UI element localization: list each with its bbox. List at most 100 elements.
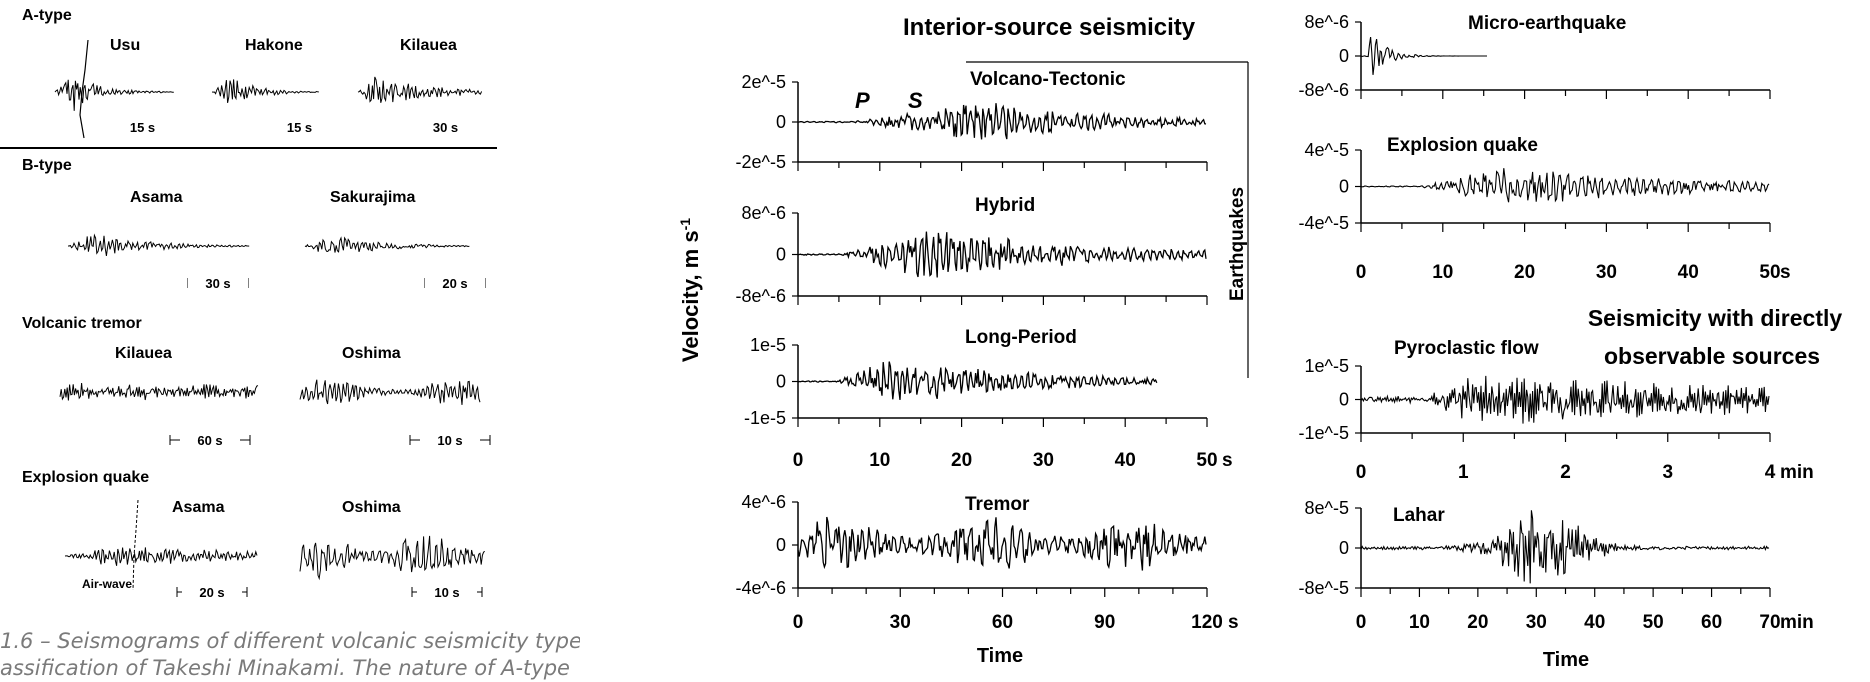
x-tick-label: 30 — [1033, 450, 1054, 471]
x-tick-label: 30 — [1596, 262, 1617, 283]
y-tick-label: -4e^-5 — [1299, 213, 1349, 233]
x-tick-label: 30 — [890, 612, 911, 633]
x-tick-label: 50 — [1759, 262, 1780, 283]
seismogram-trace — [797, 516, 1207, 571]
seismogram-trace — [797, 361, 1158, 400]
panel-name: Long-Period — [965, 327, 1077, 348]
tremor-panel: 4e^-6 0 -4e^-6 Tremor 0 30 60 90 120 s Time — [736, 492, 1239, 667]
y-tick-label: 0 — [776, 112, 786, 132]
x-tick-label: 10 — [869, 450, 890, 471]
station-name: Kilauea — [115, 345, 172, 362]
y-tick-label: 0 — [1339, 177, 1349, 197]
micro-earthquake-panel: 8e^-6 0 -8e^-6 Micro-earthquake — [1299, 12, 1771, 100]
x-tick-label: 20 — [951, 450, 972, 471]
x-tick-label: 10 — [1432, 262, 1453, 283]
panel-name: Tremor — [965, 494, 1030, 515]
x-tick-label: 3 — [1662, 462, 1673, 483]
station-name: Asama — [130, 189, 183, 206]
seismogram-trace — [211, 79, 319, 103]
x-tick-label: 10 — [1409, 612, 1430, 633]
time-scale-bar: 20 s — [424, 275, 486, 291]
x-tick-label: 2 — [1560, 462, 1571, 483]
y-tick-label: 0 — [776, 535, 786, 555]
y-tick-label: 8e^-6 — [1305, 12, 1349, 32]
x-tick-label: 40 — [1678, 262, 1699, 283]
scale-label: 10 s — [434, 585, 459, 600]
interior-source-panel: Interior-source seismicity Earthquakes Vel… — [677, 14, 1249, 667]
time-scale-bar: 30 s — [415, 119, 476, 135]
y-tick-label: 1e-5 — [750, 335, 786, 355]
x-tick-label: 50 — [1196, 450, 1217, 471]
station-name: Usu — [110, 37, 140, 54]
scale-label: 30 s — [205, 276, 230, 291]
panel-name: Pyroclastic flow — [1394, 338, 1539, 359]
caption-line-2: assification of Takeshi Minakami. The na… — [0, 656, 570, 680]
panel-name: Volcano-Tectonic — [970, 69, 1126, 90]
y-tick-label: 8e^-6 — [742, 203, 786, 223]
direct-title-line-1: Seismicity with directly — [1588, 305, 1843, 331]
seismogram-trace — [797, 231, 1207, 278]
seismogram-trace — [299, 379, 481, 405]
y-tick-label: -4e^-6 — [736, 578, 786, 598]
time-scale-bar: 20 s — [176, 584, 248, 600]
x-tick-label: 60 — [992, 612, 1013, 633]
left-panel: A-type Usu 15 s Hakone 15 s Kilauea 30 s B-type… — [0, 7, 497, 600]
station-name: Asama — [172, 499, 225, 516]
x-tick-label: 50 — [1643, 612, 1664, 633]
figure-caption: 1.6 – Seismograms of different volcanic … — [0, 628, 580, 682]
y-tick-label: 0 — [1339, 390, 1349, 410]
x-tick-label: 4 — [1765, 462, 1776, 483]
x-tick-label: 70 — [1759, 612, 1780, 633]
seismogram-trace — [797, 103, 1207, 140]
x-tick-label: 0 — [1356, 612, 1367, 633]
time-scale-bar: 10 s — [411, 584, 483, 600]
y-tick-label: 8e^-5 — [1305, 498, 1349, 518]
y-axis-label: Velocity, m s-1 — [677, 218, 703, 362]
scale-label: 20 s — [442, 276, 467, 291]
x-tick-label: 30 — [1526, 612, 1547, 633]
air-wave-trace — [132, 499, 139, 591]
x-tick-label: 0 — [793, 612, 804, 633]
x-tick-label: 0 — [793, 450, 804, 471]
y-tick-label: -8e^-6 — [736, 286, 786, 306]
y-tick-label: -8e^-5 — [1299, 578, 1349, 598]
direct-title-line-2: observable sources — [1604, 343, 1820, 369]
station-name: Oshima — [342, 499, 401, 516]
scale-label: 20 s — [199, 585, 224, 600]
x-tick-label: 60 — [1701, 612, 1722, 633]
station-name: Oshima — [342, 345, 401, 362]
x-unit-label: min — [1780, 612, 1814, 633]
lahar-panel: 8e^-5 0 -8e^-5 Lahar 0 10 20 30 40 50 60 70 min — [1299, 498, 1814, 633]
y-tick-label: 0 — [776, 372, 786, 392]
seismogram-trace — [1360, 375, 1770, 424]
y-tick-label: 2e^-5 — [742, 72, 786, 92]
x-tick-label: 0 — [1356, 462, 1367, 483]
x-tick-label: 120 — [1191, 612, 1223, 633]
panel-name: Micro-earthquake — [1468, 13, 1626, 34]
x-tick-label: 0 — [1356, 262, 1367, 283]
seismogram-trace — [304, 236, 470, 253]
spike-trace — [79, 39, 89, 139]
pyroclastic-flow-panel: 1e^-5 0 -1e^-5 Pyroclastic flow 0 1 2 3 4 min — [1299, 338, 1814, 483]
scale-label: 15 s — [287, 120, 312, 135]
seismogram-trace — [1360, 510, 1770, 584]
x-unit-label: min — [1780, 462, 1814, 483]
right-panel: 8e^-6 0 -8e^-6 Micro-earthquake 4e^-5 0 -4e^-5… — [1299, 12, 1843, 671]
caption-line-1: 1.6 – Seismograms of different volcanic … — [0, 629, 580, 653]
seismogram-panel-0: 2e^-5 0 -2e^-5 Volcano-Tectonic — [736, 69, 1208, 172]
time-scale-bar: 15 s — [269, 119, 330, 135]
seismogram-trace — [59, 382, 259, 401]
y-tick-label: -2e^-5 — [736, 152, 786, 172]
scale-label: 10 s — [437, 433, 462, 448]
time-scale-bar: 15 s — [112, 119, 173, 135]
section-title-b-type: B-type — [22, 157, 72, 174]
explosion-quake-panel: 4e^-5 0 -4e^-5 Explosion quake 0 10 20 30 40 50 s — [1299, 135, 1791, 283]
air-wave-label: Air-wave — [82, 577, 132, 591]
x-axis-label: Time — [977, 645, 1023, 667]
section-title-a-type: A-type — [22, 7, 72, 24]
station-name: Sakurajima — [330, 189, 415, 206]
y-tick-label: -8e^-6 — [1299, 80, 1349, 100]
seismogram-trace — [357, 76, 483, 103]
x-unit-label: s — [1228, 612, 1239, 633]
